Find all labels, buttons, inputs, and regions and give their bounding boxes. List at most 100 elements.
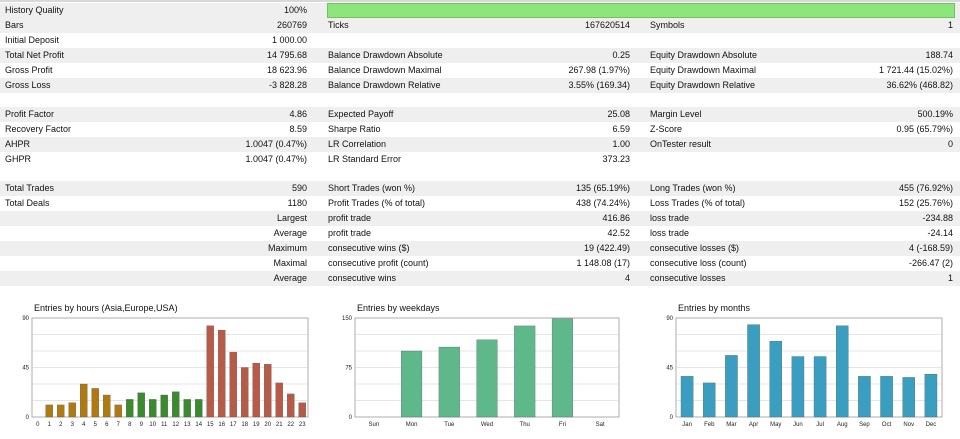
- x-tick-label: Jun: [793, 422, 803, 428]
- y-tick-label: 90: [666, 316, 673, 322]
- x-tick-label: Apr: [749, 422, 758, 428]
- row-value: 18 623.96: [266, 65, 307, 75]
- x-tick-label: Oct: [882, 422, 892, 428]
- bar: [476, 339, 498, 418]
- row-value: 3.55% (169.34): [568, 80, 630, 90]
- x-tick-label: Aug: [837, 422, 848, 428]
- row-label: Balance Drawdown Maximal: [328, 65, 442, 75]
- row-label: profit trade: [328, 228, 372, 238]
- row-value: [470, 33, 630, 48]
- x-tick-label: May: [770, 422, 781, 428]
- months-chart: Entries by months 0 45 90 Jan Feb Mar Apr May Ju…: [654, 300, 946, 435]
- row-label: consecutive wins ($): [328, 243, 410, 253]
- table-row: Average profit trade 42.52 loss trade -24.14: [0, 226, 960, 241]
- row-value: 0.95 (65.79%): [896, 124, 953, 134]
- x-tick-label: Mon: [406, 422, 418, 428]
- row-value: 267.98 (1.97%): [568, 65, 630, 75]
- row-value: 260769: [276, 20, 307, 30]
- bar: [160, 394, 168, 418]
- y-tick-label: 75: [345, 366, 352, 372]
- bar: [195, 399, 203, 418]
- bar: [183, 399, 191, 418]
- row-value: 0.25: [612, 50, 630, 60]
- row-value: 188.74: [925, 50, 953, 60]
- x-tick-label: Sun: [369, 422, 380, 428]
- bar: [91, 388, 99, 418]
- row-label: Equity Drawdown Absolute: [650, 50, 758, 60]
- x-tick-label: 10: [149, 422, 156, 428]
- table-row: Average consecutive wins 4 consecutive loss…: [0, 271, 960, 286]
- bar: [551, 318, 573, 418]
- x-tick-label: Nov: [903, 422, 914, 428]
- row-value: 500.19%: [917, 109, 953, 119]
- bar: [298, 402, 306, 418]
- row-label: consecutive profit (count): [328, 258, 429, 268]
- row-value: 438 (74.24%): [575, 198, 630, 208]
- row-label: AHPR: [5, 139, 31, 149]
- x-tick-label: 4: [82, 422, 86, 428]
- row-value: 4: [624, 273, 630, 283]
- row-label: Symbols: [650, 20, 685, 30]
- table-row: Total Net Profit 14 795.68 Balance Drawdow…: [0, 48, 960, 63]
- bar: [924, 373, 938, 418]
- row-value: 590: [291, 183, 307, 193]
- row-value: [780, 152, 953, 167]
- table-row: Recovery Factor 8.59 Sharpe Ratio 6.59 Z-Sco…: [0, 122, 960, 137]
- hours-chart: Entries by hours (Asia,Europe,USA) 0 45 90…: [10, 300, 312, 435]
- table-row: Gross Profit 18 623.96 Balance Drawdown Ma…: [0, 63, 960, 78]
- bar: [45, 404, 53, 418]
- row-label: consecutive loss (count): [650, 258, 747, 268]
- bar: [514, 325, 536, 418]
- bar: [80, 383, 88, 418]
- x-tick-label: 17: [230, 422, 237, 428]
- row-value: 1 721.44 (15.02%): [878, 65, 953, 75]
- row-label: Equity Drawdown Relative: [650, 80, 756, 90]
- row-label: Profit Factor: [5, 109, 55, 119]
- row-value: 167620514: [584, 20, 630, 30]
- y-tick-label: 0: [349, 415, 353, 421]
- table-row: Largest profit trade 416.86 loss trade -234.…: [0, 211, 960, 226]
- x-tick-label: 12: [172, 422, 179, 428]
- weekdays-chart-svg: 0 75 150 Sun Mon Tue Wed Thu Fri Sat: [342, 316, 620, 428]
- row-value: 6.59: [612, 124, 630, 134]
- x-tick-label: Mar: [726, 422, 736, 428]
- row-sublabel: Largest: [276, 213, 307, 223]
- row-value: 373.23: [602, 154, 630, 164]
- row-label: Total Deals: [5, 198, 50, 208]
- x-tick-label: 5: [94, 422, 98, 428]
- row-label: Loss Trades (% of total): [650, 198, 746, 208]
- row-value: 0: [947, 139, 953, 149]
- row-label: Ticks: [328, 20, 349, 30]
- x-tick-label: Wed: [481, 422, 493, 428]
- bar: [680, 376, 694, 418]
- row-value: -266.47 (2): [908, 258, 953, 268]
- table-row: Bars 260769 Ticks 167620514 Symbols 1: [0, 18, 960, 33]
- x-tick-label: 21: [276, 422, 283, 428]
- x-tick-label: 16: [218, 422, 225, 428]
- row-label: Expected Payoff: [328, 109, 394, 119]
- weekdays-chart: Entries by weekdays 0 75 150 Sun Mon Tue Wed Th…: [333, 300, 623, 435]
- row-label: Equity Drawdown Maximal: [650, 65, 757, 75]
- x-tick-label: 0: [36, 422, 40, 428]
- x-tick-label: 22: [287, 422, 294, 428]
- bar: [149, 399, 157, 418]
- bar: [703, 382, 716, 418]
- row-label: consecutive wins: [328, 273, 397, 283]
- bar: [137, 392, 145, 418]
- table-row: Total Trades 590 Short Trades (won %) 135 (…: [0, 181, 960, 196]
- bar: [57, 404, 65, 418]
- row-value: -3 828.28: [268, 80, 307, 90]
- row-value: 152 (25.76%): [898, 198, 953, 208]
- bar: [836, 325, 849, 418]
- x-tick-label: Thu: [520, 422, 530, 428]
- x-tick-label: 1: [48, 422, 52, 428]
- row-label: LR Correlation: [328, 139, 387, 149]
- bar: [103, 394, 111, 418]
- row-label: Bars: [5, 20, 24, 30]
- row-value: 8.59: [289, 124, 307, 134]
- row-label: Z-Score: [650, 124, 683, 134]
- x-tick-label: 18: [241, 422, 248, 428]
- bar: [401, 350, 423, 418]
- row-value: 14 795.68: [266, 50, 307, 60]
